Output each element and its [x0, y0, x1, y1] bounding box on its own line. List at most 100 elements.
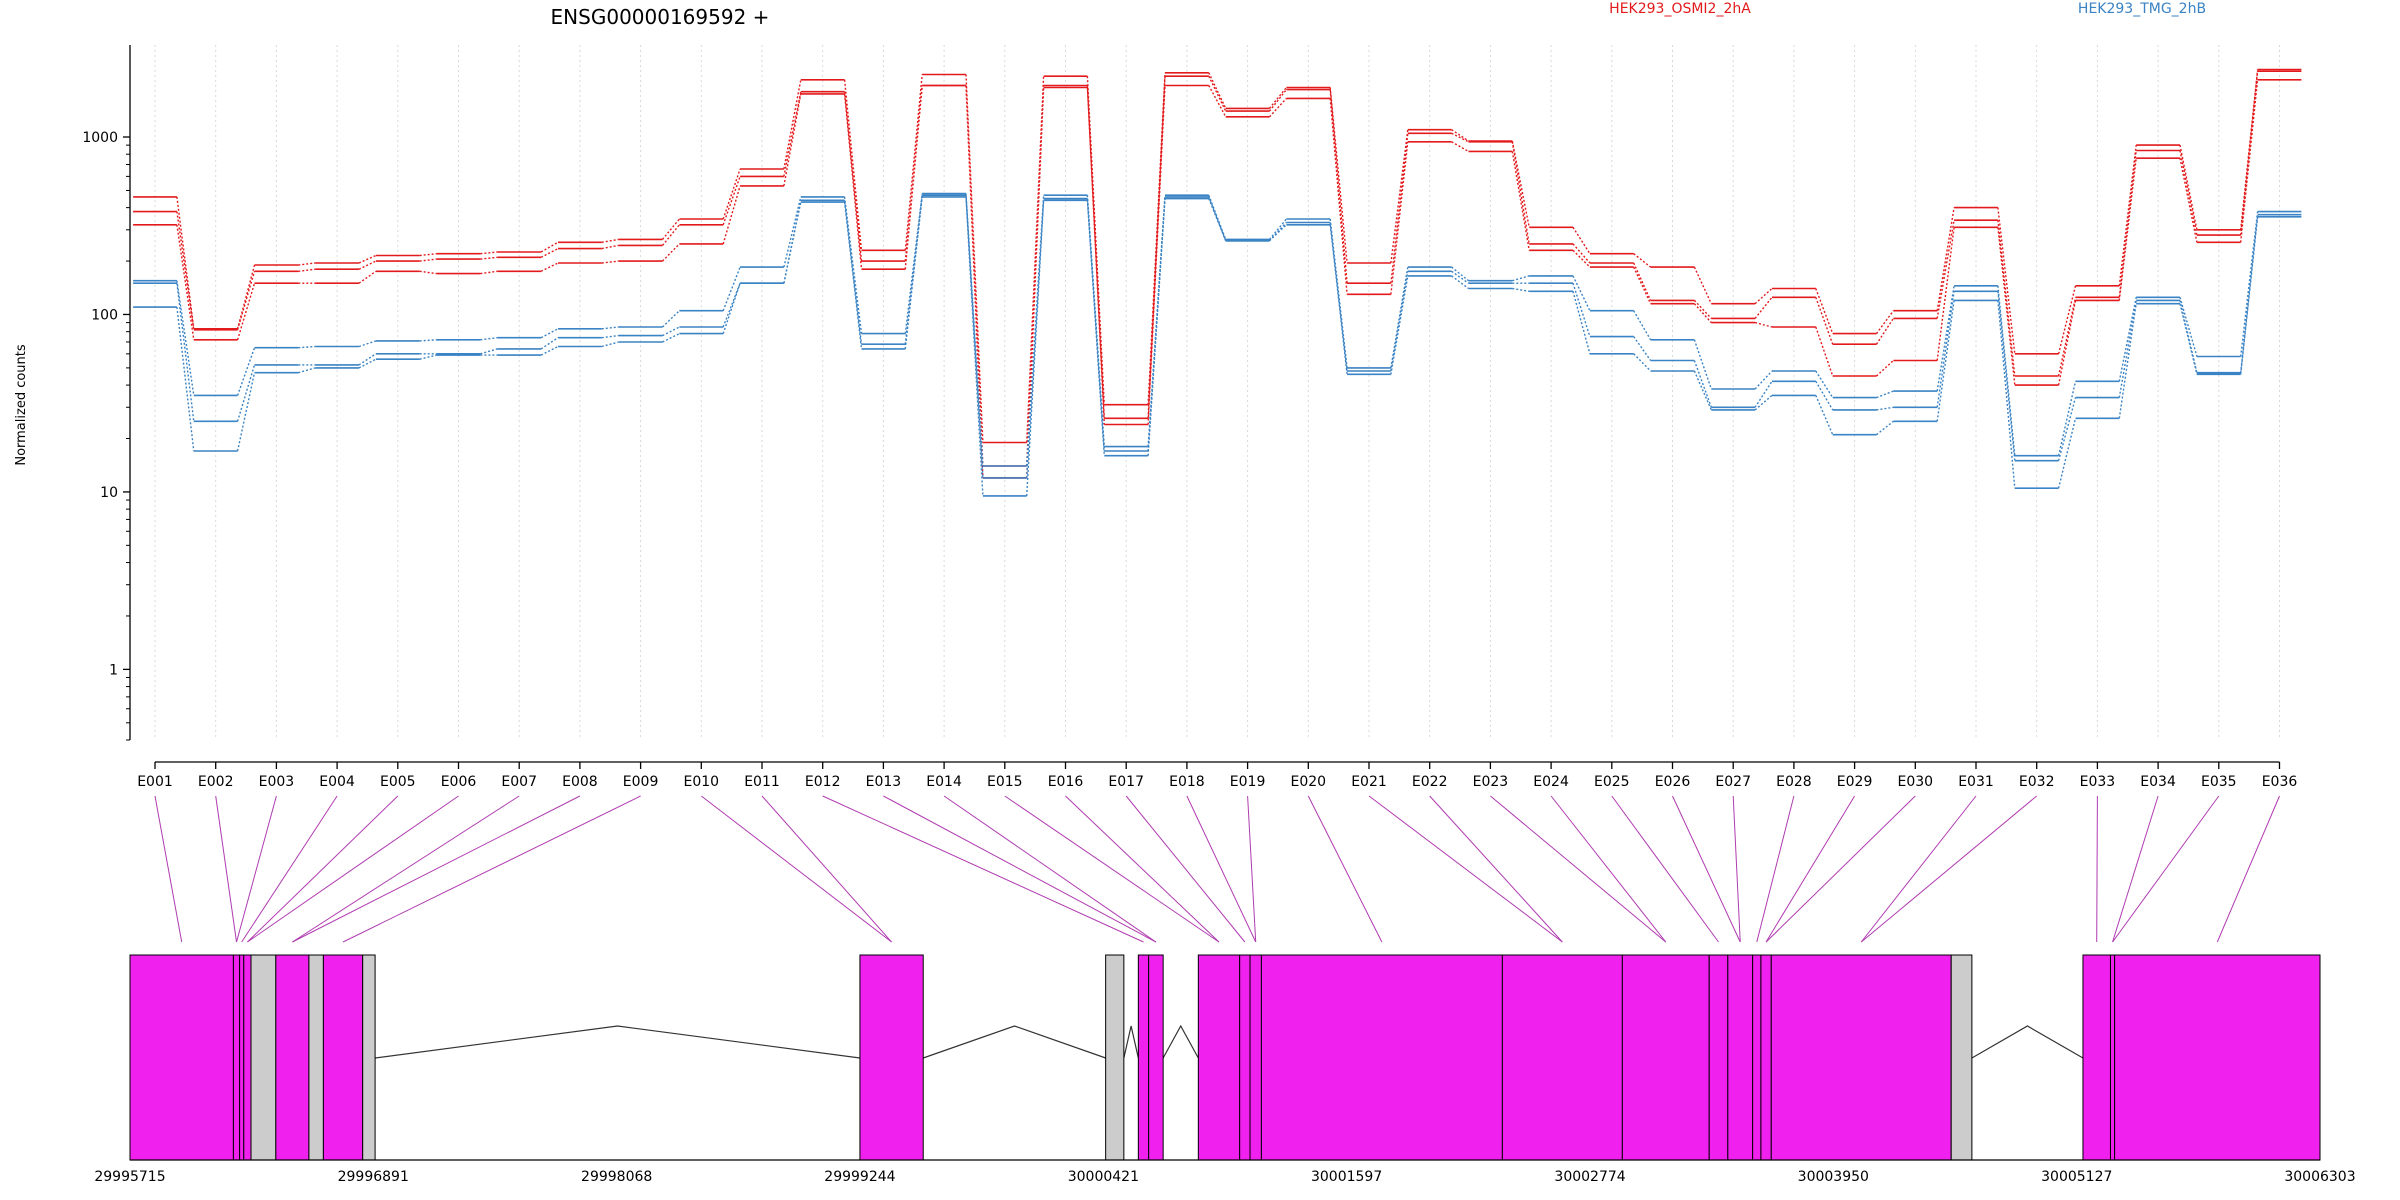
y-tick-label: 10 [100, 485, 118, 501]
series-plateaus [133, 194, 2302, 479]
x-tick-label: E007 [501, 774, 537, 790]
exon-connector [1307, 795, 1383, 943]
exon-connector [1860, 795, 1977, 943]
exon-connector [1765, 795, 1916, 943]
exon-block [308, 954, 324, 1161]
exon-connector [1611, 795, 1719, 943]
exon-block [2114, 954, 2321, 1161]
x-tick-label: E021 [1351, 774, 1387, 790]
x-tick-label: E013 [866, 774, 902, 790]
exon-connector [292, 795, 520, 943]
legend-label-osmi2: HEK293_OSMI2_2hA [1609, 1, 1751, 17]
exon-connector [761, 795, 892, 943]
series-transitions [176, 196, 2259, 496]
x-tick-label: E017 [1108, 774, 1144, 790]
x-tick-label: E008 [562, 774, 598, 790]
exon-block [859, 954, 924, 1161]
exon-connector [241, 795, 338, 943]
series-plateaus [133, 68, 2302, 444]
x-tick-label: E014 [926, 774, 962, 790]
exon-block [232, 954, 241, 1161]
genomic-tick-label: 30005127 [2041, 1169, 2112, 1185]
vertical-grid [154, 45, 2280, 740]
exon-block [1950, 954, 1973, 1161]
chart-title: ENSG00000169592 + [551, 5, 770, 29]
genomic-tick-label: 30001597 [1311, 1169, 1382, 1185]
exon-block [1105, 954, 1125, 1161]
exon-block [1501, 954, 1623, 1161]
exon-connector [1247, 795, 1257, 943]
exon-connector [342, 795, 641, 943]
intron-line [375, 1025, 861, 1059]
exon-connector [2096, 795, 2098, 943]
x-tick-label: E016 [1048, 774, 1084, 790]
exon-connector [247, 795, 399, 943]
exon-block [1770, 954, 1952, 1161]
exon-block [322, 954, 364, 1161]
series-transitions [176, 69, 2259, 443]
exon-connector [1186, 795, 1257, 943]
x-tick-label: E001 [137, 774, 173, 790]
genomic-tick-label: 30000421 [1068, 1169, 1139, 1185]
x-tick-label: E032 [2019, 774, 2055, 790]
x-tick-label: E023 [1473, 774, 1509, 790]
x-tick-label: E009 [623, 774, 659, 790]
x-tick-label: E019 [1230, 774, 1266, 790]
legend-label-tmg: HEK293_TMG_2hB [2078, 1, 2206, 17]
x-tick-label: E029 [1837, 774, 1873, 790]
intron-line [1123, 1025, 1139, 1059]
y-axis: 1 10 100 1000 [82, 45, 131, 741]
exon-block [250, 954, 277, 1161]
x-tick-label: E004 [319, 774, 355, 790]
exon-connector [236, 795, 277, 943]
exon-block [275, 954, 310, 1161]
genomic-tick-label: 29995715 [94, 1169, 165, 1185]
exon-block [1708, 954, 1729, 1161]
y-axis-label: Normalized counts [14, 344, 29, 466]
x-tick-label: E031 [1958, 774, 1994, 790]
intron-line [1162, 1024, 1199, 1059]
x-tick-label: E006 [441, 774, 477, 790]
exon-block [129, 954, 234, 1161]
exon-connector [883, 795, 1157, 943]
x-tick-label: E015 [987, 774, 1023, 790]
y-tick-label: 1000 [82, 130, 118, 146]
series-plateaus [133, 196, 2302, 497]
genomic-tick-label: 30003950 [1798, 1169, 1869, 1185]
intron-line [923, 1025, 1106, 1059]
exon-connector [700, 795, 892, 943]
exon-connector [1490, 795, 1667, 943]
exon-connector [1765, 795, 1856, 943]
exon-connector [2216, 795, 2280, 943]
exon-block [1752, 954, 1762, 1161]
x-tick-label: E010 [684, 774, 720, 790]
exon-block [2082, 954, 2111, 1161]
y-tick-label: 100 [91, 307, 118, 323]
genomic-tick-label: 29996891 [338, 1169, 409, 1185]
exon-block [1727, 954, 1754, 1161]
exon-connector [1429, 795, 1563, 943]
x-tick-label: E027 [1715, 774, 1751, 790]
x-tick-label: E003 [259, 774, 295, 790]
x-tick-label: E025 [1594, 774, 1630, 790]
exon-block [362, 954, 376, 1161]
series-plateaus [133, 70, 2302, 467]
exon-connector [2112, 795, 2159, 943]
x-tick-label: E002 [198, 774, 234, 790]
gene-model [129, 954, 2321, 1161]
series-transitions [176, 193, 2259, 467]
exon-connector [1125, 795, 1246, 943]
exon-connector [1004, 795, 1220, 943]
exon-block [1137, 954, 1150, 1161]
y-tick-label: 1 [109, 662, 118, 678]
exon-block [1197, 954, 1241, 1161]
series-plateaus [133, 79, 2302, 479]
series-transitions [176, 79, 2259, 478]
exon-connector [1860, 795, 2038, 943]
genomic-coordinate-axis: 29995715 29996891 29998068 29999244 30000421… [94, 1159, 2356, 1185]
exon-connectors [154, 795, 2280, 943]
x-tick-label: E036 [2262, 774, 2298, 790]
genomic-tick-label: 30002774 [1554, 1169, 1625, 1185]
x-tick-label: E024 [1533, 774, 1569, 790]
genomic-tick-label: 29998068 [581, 1169, 652, 1185]
